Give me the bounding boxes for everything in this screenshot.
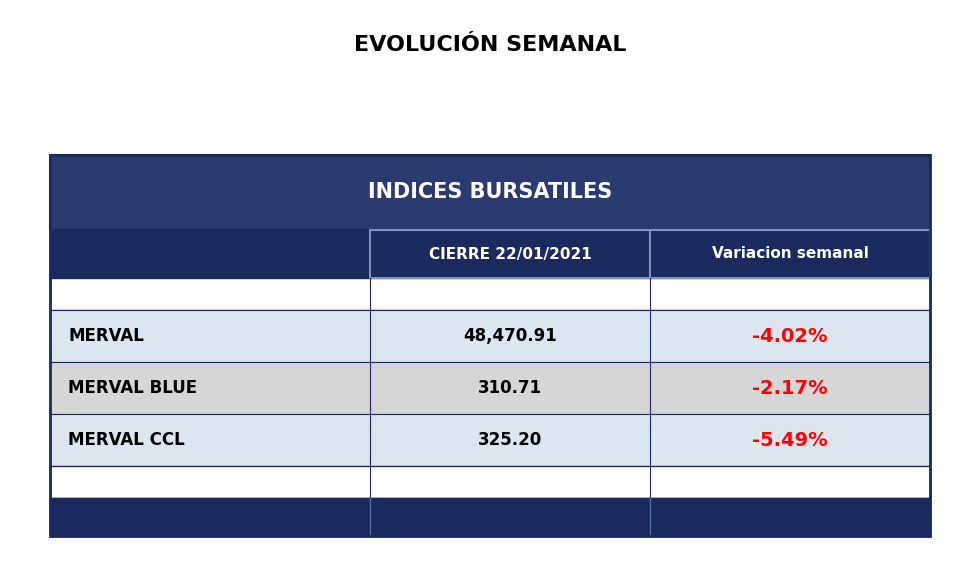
Text: 325.20: 325.20 [478, 431, 542, 449]
Bar [50, 155, 930, 230]
Text: MERVAL BLUE: MERVAL BLUE [68, 379, 197, 397]
Text: -4.02%: -4.02% [753, 326, 828, 346]
Text: -5.49%: -5.49% [753, 430, 828, 450]
Text: 48,470.91: 48,470.91 [464, 327, 557, 345]
Text: MERVAL CCL: MERVAL CCL [68, 431, 185, 449]
Bar [50, 155, 930, 536]
Bar [50, 498, 930, 536]
Text: CIERRE 22/01/2021: CIERRE 22/01/2021 [428, 246, 591, 262]
Text: Variacion semanal: Variacion semanal [711, 246, 868, 262]
Text: -2.17%: -2.17% [753, 378, 828, 398]
Bar [370, 230, 650, 278]
Text: INDICES BURSATILES: INDICES BURSATILES [368, 182, 612, 203]
Bar [650, 230, 930, 278]
Text: EVOLUCIÓN SEMANAL: EVOLUCIÓN SEMANAL [354, 35, 626, 55]
Bar [50, 230, 930, 278]
Text: MERVAL: MERVAL [68, 327, 144, 345]
Bar [50, 278, 930, 310]
Bar [50, 310, 930, 362]
Bar [50, 466, 930, 498]
Bar [50, 362, 930, 414]
Text: 310.71: 310.71 [478, 379, 542, 397]
Bar [50, 414, 930, 466]
